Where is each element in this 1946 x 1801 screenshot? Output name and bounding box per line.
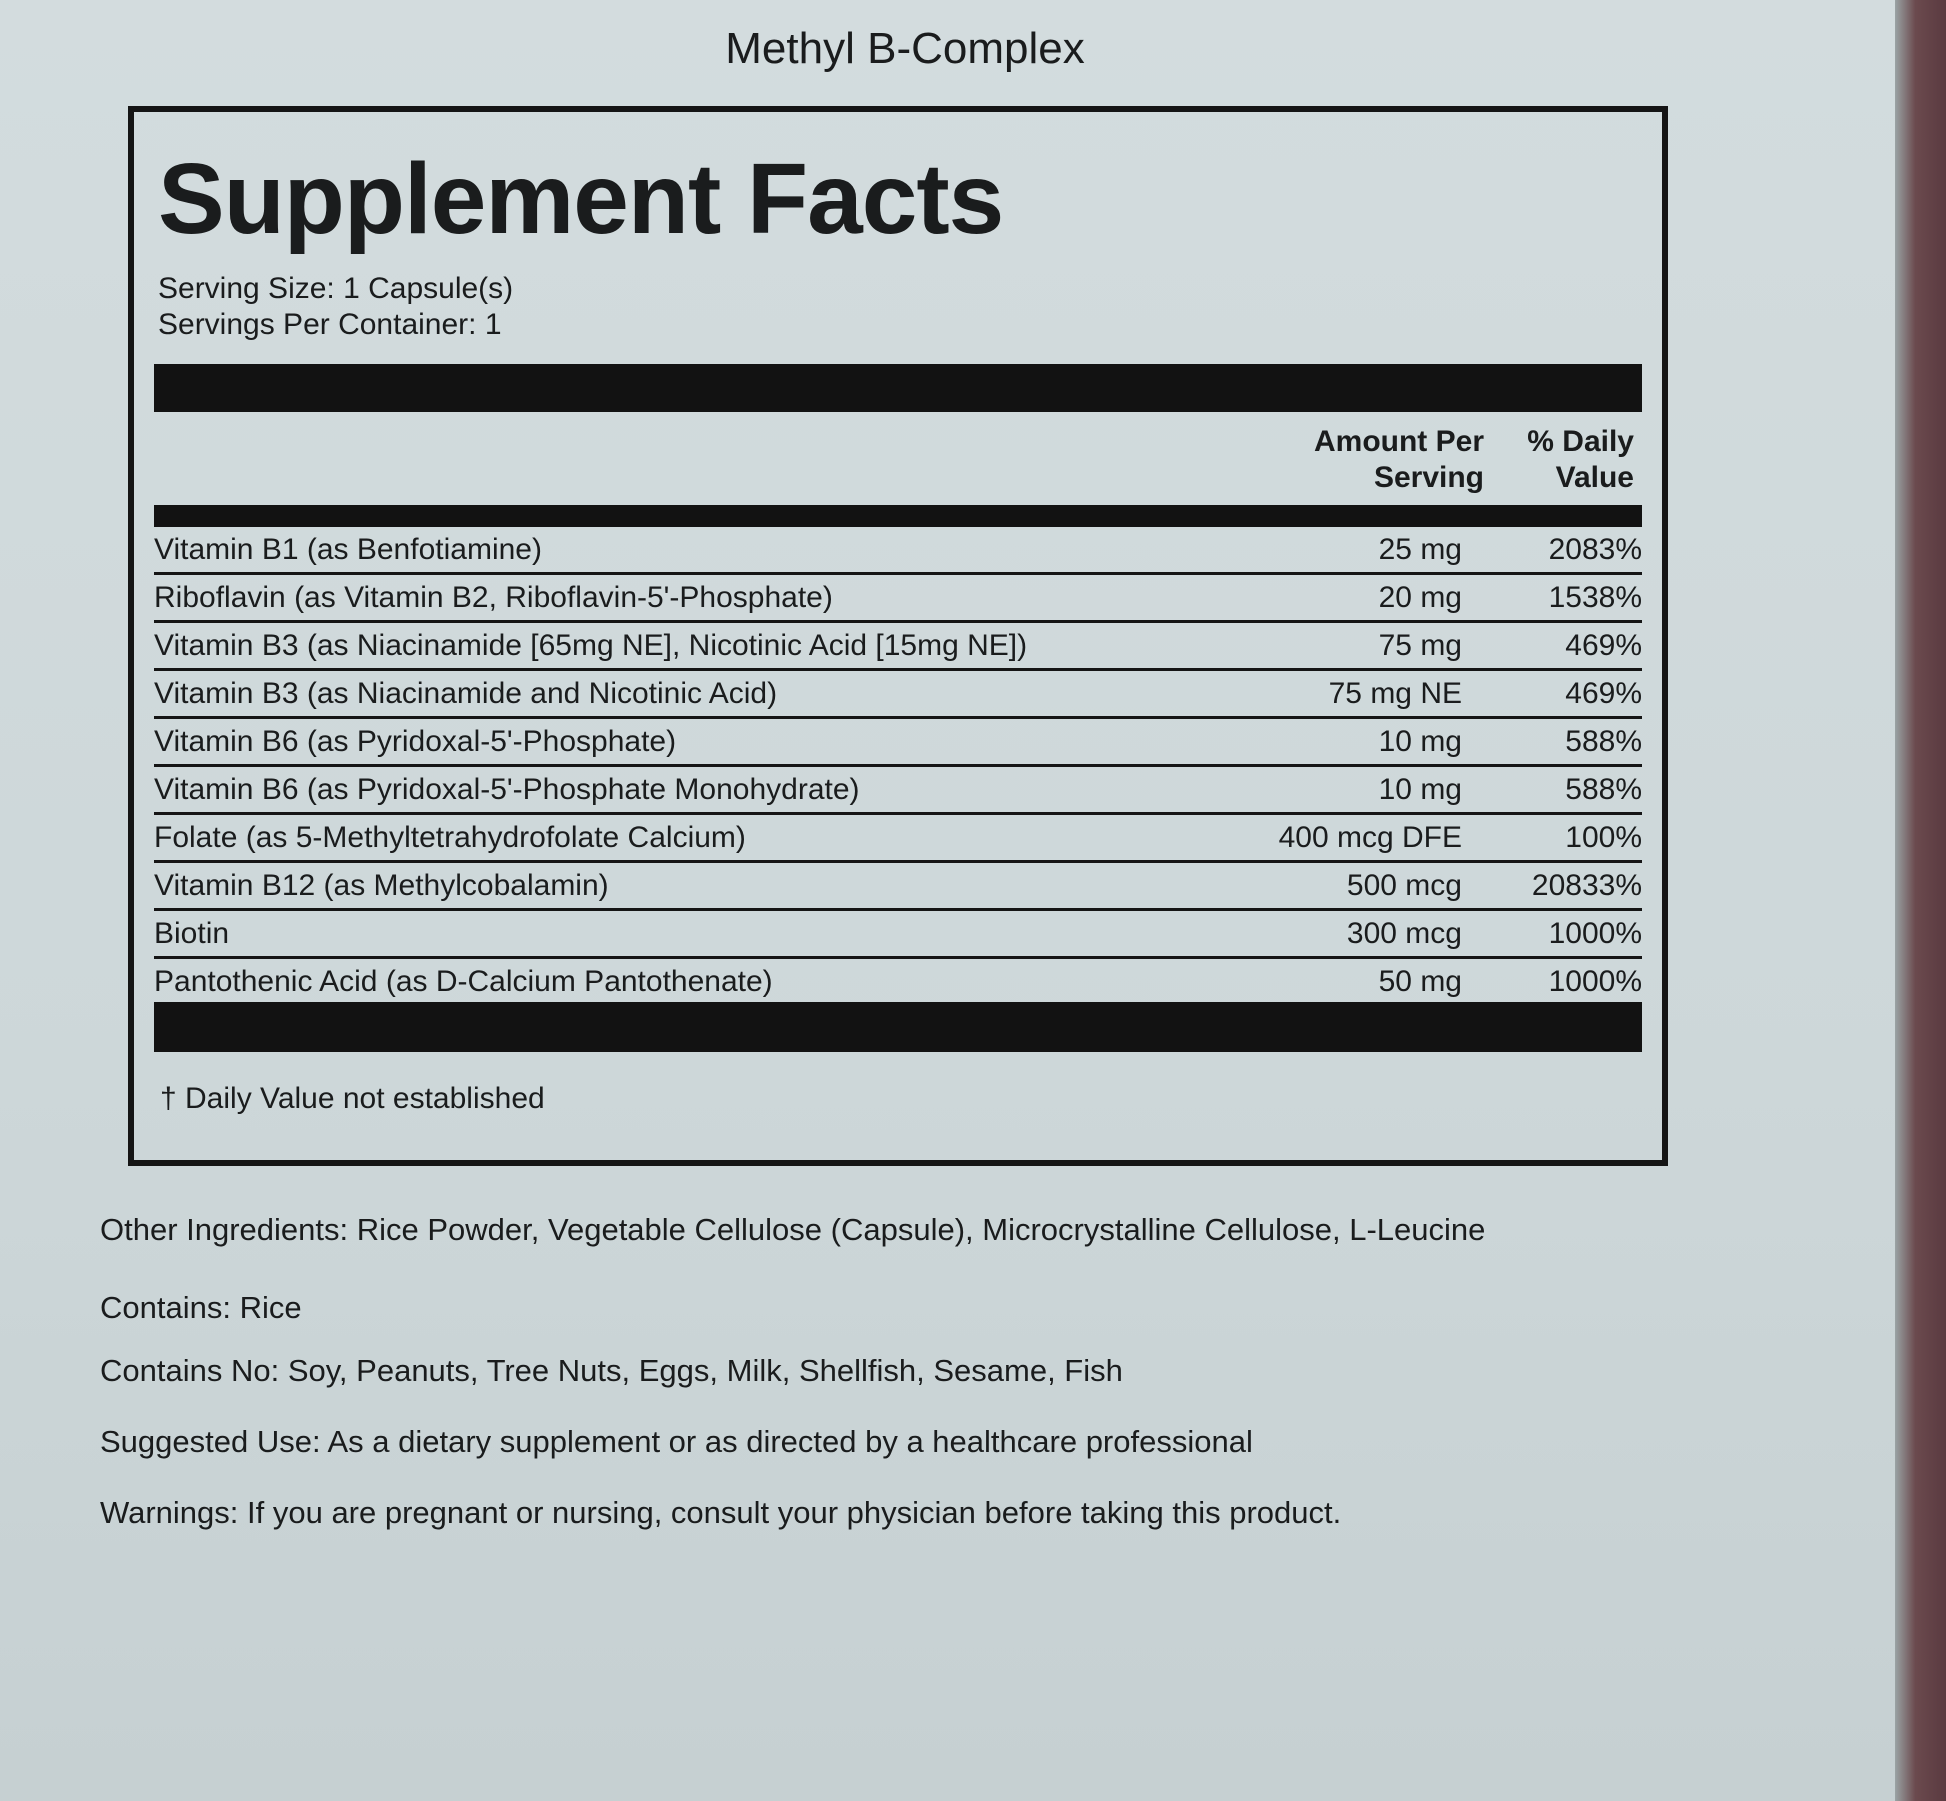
nutrient-daily-value: 100%	[1565, 821, 1642, 854]
nutrient-name: Riboflavin (as Vitamin B2, Riboflavin-5'…	[154, 581, 833, 614]
nutrient-name: Folate (as 5-Methyltetrahydrofolate Calc…	[154, 821, 746, 854]
nutrient-amount: 75 mg NE	[1328, 677, 1462, 710]
table-row: Vitamin B12 (as Methylcobalamin) 500 mcg 2…	[154, 863, 1642, 911]
header-daily-value: % Daily Value	[1527, 424, 1634, 496]
product-name: Methyl B-Complex	[725, 24, 1085, 73]
header-dv-line1: % Daily	[1527, 425, 1634, 458]
nutrient-name: Biotin	[154, 917, 230, 950]
table-row: Vitamin B6 (as Pyridoxal-5'-Phosphate Mo…	[154, 767, 1642, 815]
nutrient-daily-value: 1538%	[1548, 581, 1642, 614]
table-row: Riboflavin (as Vitamin B2, Riboflavin-5'…	[154, 575, 1642, 623]
other-ingredients: Other Ingredients: Rice Powder, Vegetabl…	[100, 1212, 1486, 1247]
nutrient-daily-value: 2083%	[1548, 533, 1642, 566]
nutrient-name: Vitamin B3 (as Niacinamide [65mg NE], Ni…	[154, 629, 1028, 662]
label-paper	[0, 0, 1900, 1801]
nutrient-daily-value: 588%	[1565, 725, 1642, 758]
nutrient-name: Vitamin B6 (as Pyridoxal-5'-Phosphate Mo…	[154, 773, 860, 806]
table-row: Vitamin B1 (as Benfotiamine) 25 mg 2083%	[154, 527, 1642, 575]
header-dv-line2: Value	[1555, 461, 1634, 494]
nutrient-name: Vitamin B3 (as Niacinamide and Nicotinic…	[154, 677, 778, 710]
nutrient-name: Vitamin B12 (as Methylcobalamin)	[154, 869, 609, 902]
nutrient-daily-value: 588%	[1565, 773, 1642, 806]
nutrient-amount: 75 mg	[1378, 629, 1462, 662]
nutrient-table: Vitamin B1 (as Benfotiamine) 25 mg 2083% Ri…	[154, 527, 1642, 1004]
nutrient-name: Vitamin B6 (as Pyridoxal-5'-Phosphate)	[154, 725, 677, 758]
table-row: Vitamin B3 (as Niacinamide and Nicotinic…	[154, 671, 1642, 719]
nutrient-amount: 50 mg	[1378, 965, 1462, 998]
warnings: Warnings: If you are pregnant or nursing…	[100, 1495, 1342, 1530]
table-row: Folate (as 5-Methyltetrahydrofolate Calc…	[154, 815, 1642, 863]
contains-no: Contains No: Soy, Peanuts, Tree Nuts, Eg…	[100, 1353, 1123, 1388]
background-edge	[1895, 0, 1946, 1801]
header-amount-line2: Serving	[1373, 461, 1484, 494]
supplement-facts-panel: Supplement Facts Serving Size: 1 Capsule…	[128, 106, 1668, 1166]
nutrient-daily-value: 1000%	[1548, 965, 1642, 998]
thick-divider	[154, 364, 1642, 412]
table-row: Vitamin B3 (as Niacinamide [65mg NE], Ni…	[154, 623, 1642, 671]
nutrient-amount: 10 mg	[1378, 725, 1462, 758]
table-row: Vitamin B6 (as Pyridoxal-5'-Phosphate) 10…	[154, 719, 1642, 767]
nutrient-amount: 20 mg	[1378, 581, 1462, 614]
nutrient-amount: 10 mg	[1378, 773, 1462, 806]
nutrient-name: Pantothenic Acid (as D-Calcium Pantothen…	[154, 965, 773, 998]
thick-divider-bottom	[154, 1002, 1642, 1052]
suggested-use: Suggested Use: As a dietary supplement o…	[100, 1424, 1253, 1459]
nutrient-daily-value: 469%	[1565, 677, 1642, 710]
servings-per-container: Servings Per Container: 1	[158, 308, 502, 341]
nutrient-daily-value: 20833%	[1531, 869, 1642, 902]
table-row: Biotin 300 mcg 1000%	[154, 911, 1642, 959]
header-amount: Amount Per Serving	[1314, 424, 1484, 496]
contains: Contains: Rice	[100, 1290, 302, 1325]
medium-divider	[154, 505, 1642, 527]
footnote: † Daily Value not established	[160, 1082, 545, 1115]
serving-size: Serving Size: 1 Capsule(s)	[158, 272, 514, 305]
panel-title: Supplement Facts	[158, 143, 1004, 255]
nutrient-amount: 300 mcg	[1346, 917, 1462, 950]
nutrient-amount: 400 mcg DFE	[1278, 821, 1462, 854]
nutrient-daily-value: 469%	[1565, 629, 1642, 662]
nutrient-name: Vitamin B1 (as Benfotiamine)	[154, 533, 542, 566]
header-amount-line1: Amount Per	[1313, 425, 1484, 458]
nutrient-daily-value: 1000%	[1548, 917, 1642, 950]
nutrient-amount: 25 mg	[1378, 533, 1462, 566]
nutrient-amount: 500 mcg	[1346, 869, 1462, 902]
table-row: Pantothenic Acid (as D-Calcium Pantothen…	[154, 959, 1642, 1004]
